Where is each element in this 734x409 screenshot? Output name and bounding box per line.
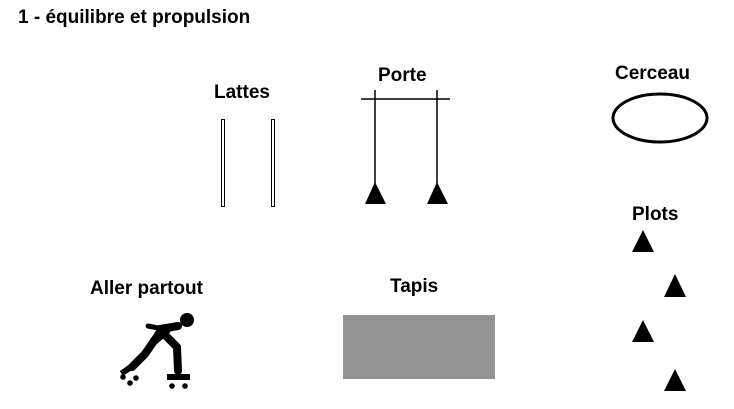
lattes-label: Lattes — [214, 82, 270, 103]
cone-3 — [632, 320, 654, 342]
gate-cone-right — [427, 182, 448, 204]
hoop-ellipse — [611, 92, 709, 144]
gate-cone-left — [365, 182, 386, 204]
page-title: 1 - équilibre et propulsion — [18, 7, 251, 28]
lath-left — [221, 119, 225, 207]
cone-1 — [632, 230, 654, 252]
aller-partout-label: Aller partout — [90, 278, 203, 299]
cerceau-label: Cerceau — [615, 63, 690, 84]
plots-label: Plots — [632, 204, 679, 225]
tapis-label: Tapis — [390, 276, 439, 297]
cone-2 — [664, 274, 686, 297]
tapis-mat — [343, 315, 495, 379]
cone-4 — [664, 369, 686, 391]
lath-right — [271, 119, 275, 207]
porte-label: Porte — [378, 65, 427, 86]
